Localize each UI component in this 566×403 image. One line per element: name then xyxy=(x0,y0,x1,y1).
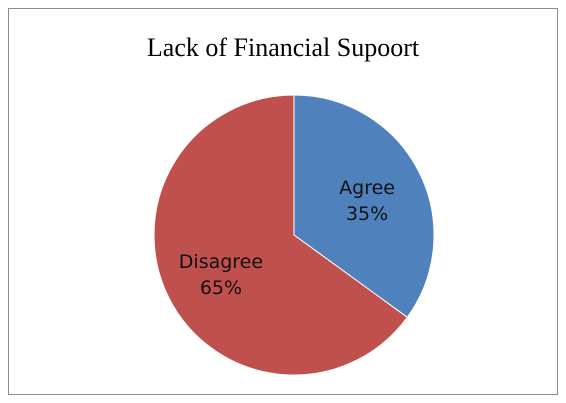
chart-frame: Lack of Financial Supoort Agree 35% Disagr… xyxy=(8,8,558,395)
slice-value-agree: 35% xyxy=(346,203,388,225)
slice-value-disagree: 65% xyxy=(200,277,242,299)
slice-label-disagree: Disagree xyxy=(179,251,263,273)
chart-title: Lack of Financial Supoort xyxy=(146,33,420,62)
pie-chart: Agree 35% Disagree 65% xyxy=(153,94,435,376)
pie-slice-disagree xyxy=(153,94,408,376)
pie-slice-agree xyxy=(293,94,435,318)
slice-label-agree: Agree xyxy=(339,177,395,199)
